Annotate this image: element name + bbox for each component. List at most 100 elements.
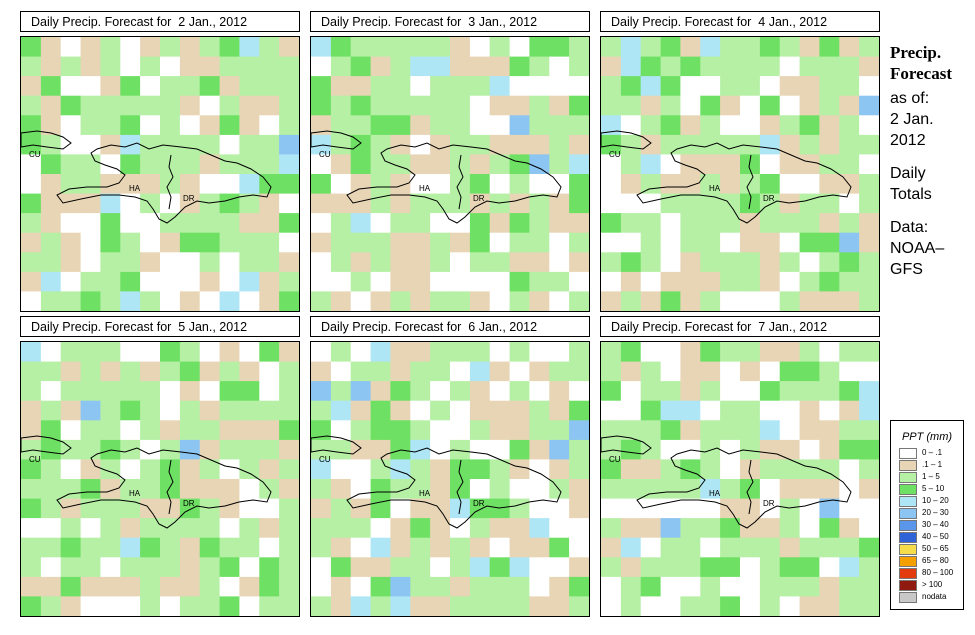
grid-cell — [120, 193, 141, 214]
grid-cell — [859, 134, 879, 155]
grid-cell — [779, 154, 801, 175]
precip-map[interactable]: CU HA DR — [310, 341, 590, 617]
grid-cell — [40, 115, 62, 136]
grid-cell — [680, 518, 701, 539]
grid-cell — [140, 420, 161, 441]
grid-cell — [759, 271, 781, 292]
grid-cell — [859, 154, 879, 175]
grid-cell — [601, 271, 622, 292]
grid-cell — [60, 115, 82, 136]
grid-cell — [219, 381, 240, 402]
grid-cell — [839, 291, 860, 311]
grid-cell — [759, 252, 781, 273]
grid-cell — [410, 95, 431, 116]
grid-cell — [279, 439, 299, 460]
grid-cell — [640, 596, 662, 616]
grid-cell — [259, 37, 280, 58]
grid-cell — [799, 134, 820, 155]
grid-cell — [219, 342, 240, 363]
grid-cell — [839, 518, 860, 539]
grid-cell — [430, 115, 451, 136]
grid-cell — [40, 342, 62, 363]
grid-cell — [720, 420, 741, 441]
precip-map[interactable]: CU HA DR — [600, 341, 880, 617]
country-label-cu: CU — [319, 455, 331, 464]
grid-cell — [509, 518, 530, 539]
grid-cell — [259, 518, 280, 539]
grid-cell — [680, 557, 701, 578]
grid-cell — [529, 56, 550, 77]
grid-cell — [700, 174, 721, 195]
grid-cell — [330, 400, 352, 421]
grid-cell — [779, 213, 801, 234]
grid-cell — [489, 342, 511, 363]
grid-cell — [21, 342, 42, 363]
grid-cell — [450, 400, 471, 421]
grid-cell — [199, 576, 221, 597]
grid-cell — [350, 439, 372, 460]
grid-cell — [199, 400, 221, 421]
grid-cell — [620, 213, 642, 234]
grid-cell — [259, 439, 280, 460]
legend-label: 65 – 80 — [922, 556, 949, 565]
grid-cell — [311, 252, 332, 273]
grid-cell — [720, 115, 741, 136]
grid-cell — [100, 596, 121, 616]
grid-cell — [430, 76, 451, 97]
grid-cell — [140, 342, 161, 363]
precip-map[interactable]: CU HA DR — [20, 36, 300, 312]
grid-cell — [199, 498, 221, 519]
grid-cell — [569, 439, 589, 460]
grid-cell — [549, 361, 570, 382]
grid-cell — [239, 154, 260, 175]
grid-cell — [680, 576, 701, 597]
grid-cell — [370, 37, 391, 58]
grid-cell — [529, 439, 550, 460]
grid-cell — [720, 174, 741, 195]
grid-cell — [799, 76, 820, 97]
grid-cell — [179, 232, 201, 253]
grid-cell — [620, 232, 642, 253]
grid-cell — [469, 596, 491, 616]
grid-cell — [529, 361, 550, 382]
grid-cell — [219, 154, 240, 175]
grid-cell — [350, 154, 372, 175]
precip-map[interactable]: CU HA DR — [600, 36, 880, 312]
grid-cell — [469, 291, 491, 311]
grid-cell — [489, 193, 511, 214]
grid-cell — [509, 291, 530, 311]
grid-cell — [740, 576, 761, 597]
grid-cell — [100, 459, 121, 480]
grid-cell — [450, 518, 471, 539]
grid-cell — [859, 537, 879, 558]
grid-cell — [410, 459, 431, 480]
grid-cell — [40, 232, 62, 253]
precip-map[interactable]: CU HA DR — [20, 341, 300, 617]
grid-cell — [620, 342, 642, 363]
grid-cell — [179, 342, 201, 363]
grid-cell — [859, 361, 879, 382]
grid-cell — [430, 557, 451, 578]
grid-cell — [199, 518, 221, 539]
grid-cell — [430, 174, 451, 195]
grid-cell — [720, 291, 741, 311]
grid-cell — [640, 439, 662, 460]
grid-cell — [279, 557, 299, 578]
grid-cell — [219, 95, 240, 116]
grid-cell — [489, 37, 511, 58]
grid-cell — [279, 420, 299, 441]
grid-cell — [350, 56, 372, 77]
grid-cell — [819, 193, 840, 214]
hispaniola-coastline — [636, 447, 852, 529]
grid-cell — [700, 76, 721, 97]
grid-cell — [620, 420, 642, 441]
grid-cell — [239, 271, 260, 292]
grid-cell — [239, 479, 260, 500]
grid-cell — [680, 291, 701, 311]
grid-cell — [120, 271, 141, 292]
precip-map[interactable]: CU HA DR — [310, 36, 590, 312]
grid-cell — [509, 232, 530, 253]
grid-cell — [601, 576, 622, 597]
grid-cell — [700, 400, 721, 421]
country-label-dr: DR — [183, 499, 195, 508]
